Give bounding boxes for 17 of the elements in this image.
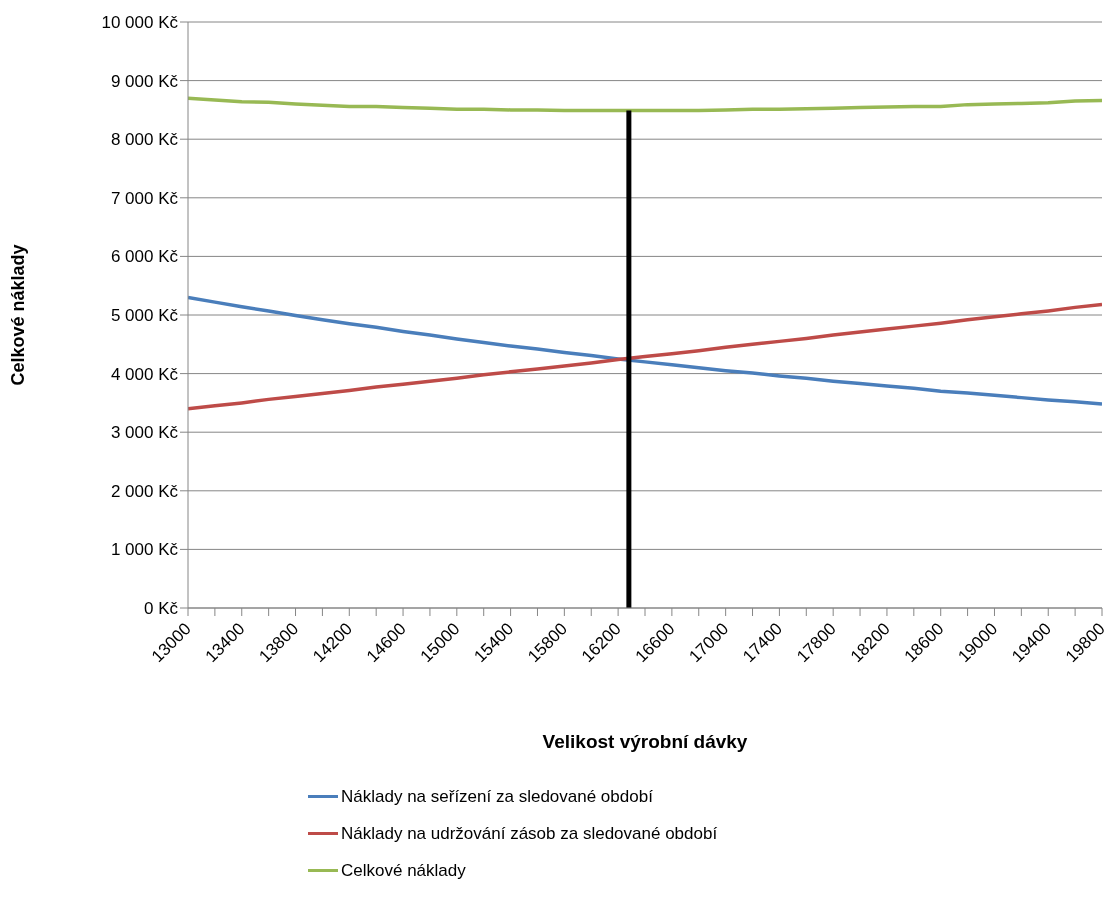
legend-label: Náklady na udržování zásob za sledované období xyxy=(341,823,718,844)
y-tick-label: 8 000 Kč xyxy=(110,130,179,150)
y-tick-label: 6 000 Kč xyxy=(110,247,179,267)
y-tick-label: 9 000 Kč xyxy=(110,71,179,91)
y-tick-label: 3 000 Kč xyxy=(110,423,179,443)
y-tick-label: 7 000 Kč xyxy=(110,188,179,208)
y-tick-label: 10 000 Kč xyxy=(101,13,179,33)
x-axis-title: Velikost výrobní dávky xyxy=(542,731,748,752)
y-tick-label: 0 Kč xyxy=(143,599,179,619)
y-axis-title: Celkové náklady xyxy=(8,244,29,386)
y-tick-label: 4 000 Kč xyxy=(110,364,179,384)
legend-label: Celkové náklady xyxy=(341,860,466,881)
legend-label: Náklady na seřízení za sledované období xyxy=(341,786,653,807)
line-series xyxy=(188,96,1102,113)
y-tick-label: 1 000 Kč xyxy=(110,540,179,560)
y-tick-label: 5 000 Kč xyxy=(110,306,179,326)
y-tick-label: 2 000 Kč xyxy=(110,481,179,501)
